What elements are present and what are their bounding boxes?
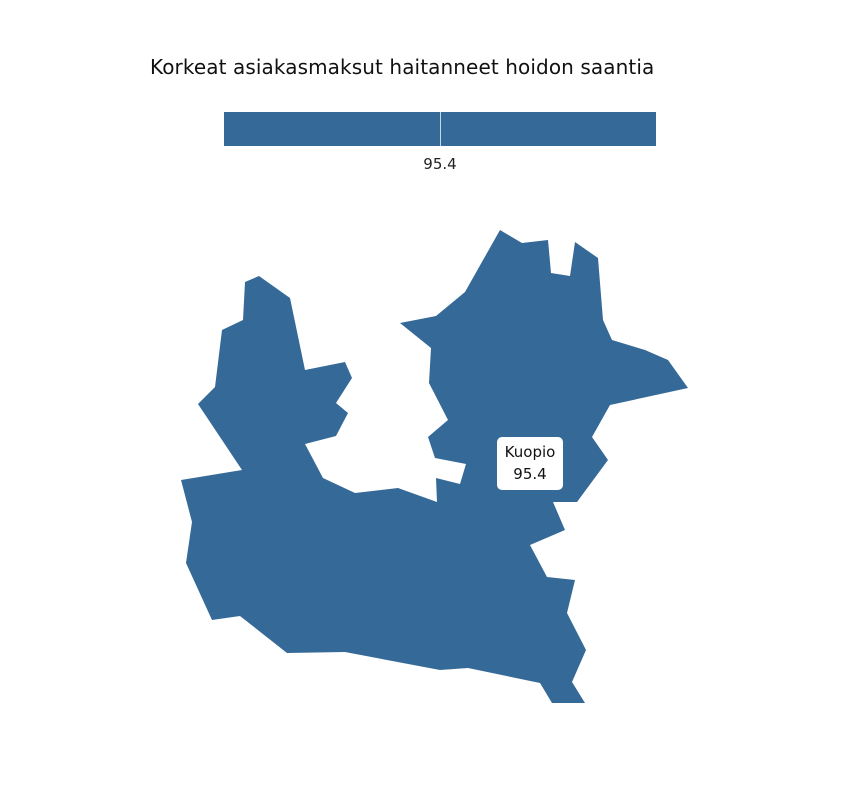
legend-tick [440, 112, 441, 146]
tooltip-region-name: Kuopio [504, 443, 556, 461]
region-kuopio[interactable] [181, 230, 688, 703]
tooltip-region-value: 95.4 [513, 465, 547, 483]
region-tooltip: Kuopio 95.4 [497, 437, 563, 490]
map-title: Korkeat asiakasmaksut haitanneet hoidon … [150, 55, 655, 79]
legend-value-label: 95.4 [423, 155, 457, 173]
